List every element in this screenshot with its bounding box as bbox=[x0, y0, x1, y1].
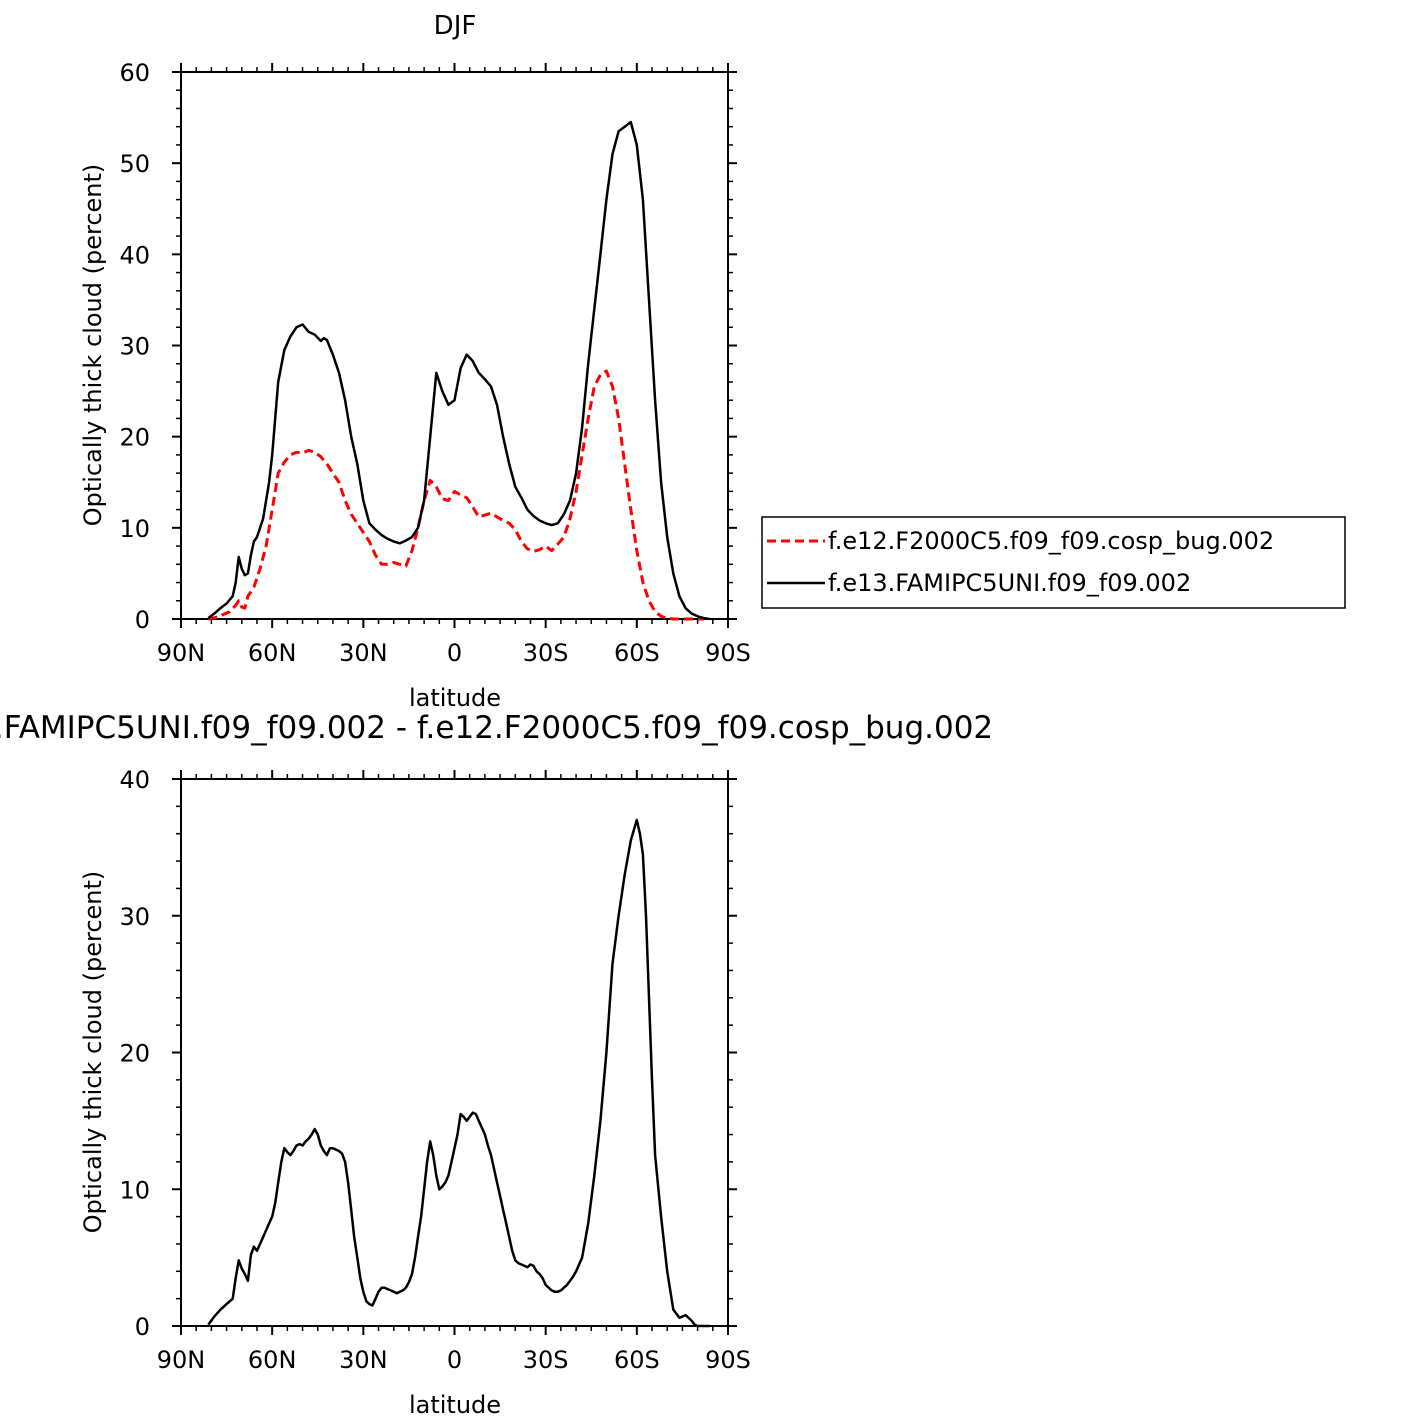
bottom-x-tick-label: 90N bbox=[157, 1346, 206, 1374]
top-y-tick-label: 20 bbox=[119, 424, 150, 452]
top-y-tick-label: 60 bbox=[119, 59, 150, 87]
top-panel: DJF 90N 60N 30N 0 30S 60S 90S 0 10 20 30 40 50 60 la… bbox=[79, 11, 751, 712]
bottom-series-lines bbox=[207, 818, 710, 1328]
bottom-panel: f.e13.FAMIPC5UNI.f09_f09.002 - f.e12.F20… bbox=[0, 710, 993, 1419]
top-y-axis: 0 10 20 30 40 50 60 bbox=[119, 59, 737, 634]
legend-box bbox=[761, 516, 1346, 609]
top-x-axis: 90N 60N 30N 0 30S 60S 90S bbox=[157, 63, 751, 667]
top-plot-frame bbox=[180, 71, 729, 620]
bottom-y-tick-label: 10 bbox=[119, 1176, 150, 1204]
top-x-tick-label: 0 bbox=[447, 639, 462, 667]
bottom-x-tick-label: 60N bbox=[248, 1346, 297, 1374]
top-x-tick-label: 30S bbox=[523, 639, 569, 667]
bottom-x-tick-label: 90S bbox=[705, 1346, 751, 1374]
bottom-y-tick-label: 40 bbox=[119, 766, 150, 794]
top-x-tick-label: 60S bbox=[614, 639, 660, 667]
legend: f.e12.F2000C5.f09_f09.cosp_bug.002 f.e13… bbox=[761, 516, 1346, 609]
bottom-plot-frame bbox=[180, 778, 729, 1327]
top-y-tick-label: 10 bbox=[119, 515, 150, 543]
bottom-x-axis-label: latitude bbox=[409, 1391, 501, 1419]
bottom-x-tick-label: 0 bbox=[447, 1346, 462, 1374]
top-y-tick-label: 0 bbox=[135, 606, 150, 634]
bottom-x-axis: 90N 60N 30N 0 30S 60S 90S bbox=[157, 770, 751, 1374]
bottom-series-line-1 bbox=[207, 818, 710, 1328]
top-x-tick-label: 60N bbox=[248, 639, 297, 667]
top-y-axis-label: Optically thick cloud (percent) bbox=[79, 164, 107, 527]
top-x-tick-label: 90S bbox=[705, 639, 751, 667]
bottom-x-tick-label: 30S bbox=[523, 1346, 569, 1374]
bottom-y-axis: 0 10 20 30 40 bbox=[119, 766, 737, 1341]
top-series-line-2 bbox=[207, 120, 710, 621]
bottom-y-tick-label: 30 bbox=[119, 903, 150, 931]
top-panel-title: DJF bbox=[434, 11, 477, 41]
top-y-tick-label: 30 bbox=[119, 333, 150, 361]
legend-label-series-2: f.e13.FAMIPC5UNI.f09_f09.002 bbox=[828, 569, 1191, 597]
legend-label-series-1: f.e12.F2000C5.f09_f09.cosp_bug.002 bbox=[828, 527, 1274, 555]
bottom-x-tick-label: 30N bbox=[339, 1346, 388, 1374]
top-x-axis-label: latitude bbox=[409, 684, 501, 712]
top-series-line-1 bbox=[208, 369, 704, 621]
top-x-tick-label: 90N bbox=[157, 639, 206, 667]
top-y-tick-label: 40 bbox=[119, 241, 150, 269]
top-y-tick-label: 50 bbox=[119, 150, 150, 178]
bottom-panel-title: f.e13.FAMIPC5UNI.f09_f09.002 - f.e12.F20… bbox=[0, 710, 993, 746]
top-series-lines bbox=[207, 120, 710, 621]
bottom-x-tick-label: 60S bbox=[614, 1346, 660, 1374]
bottom-y-axis-label: Optically thick cloud (percent) bbox=[79, 871, 107, 1234]
top-x-tick-label: 30N bbox=[339, 639, 388, 667]
bottom-y-tick-label: 0 bbox=[135, 1313, 150, 1341]
bottom-y-tick-label: 20 bbox=[119, 1040, 150, 1068]
